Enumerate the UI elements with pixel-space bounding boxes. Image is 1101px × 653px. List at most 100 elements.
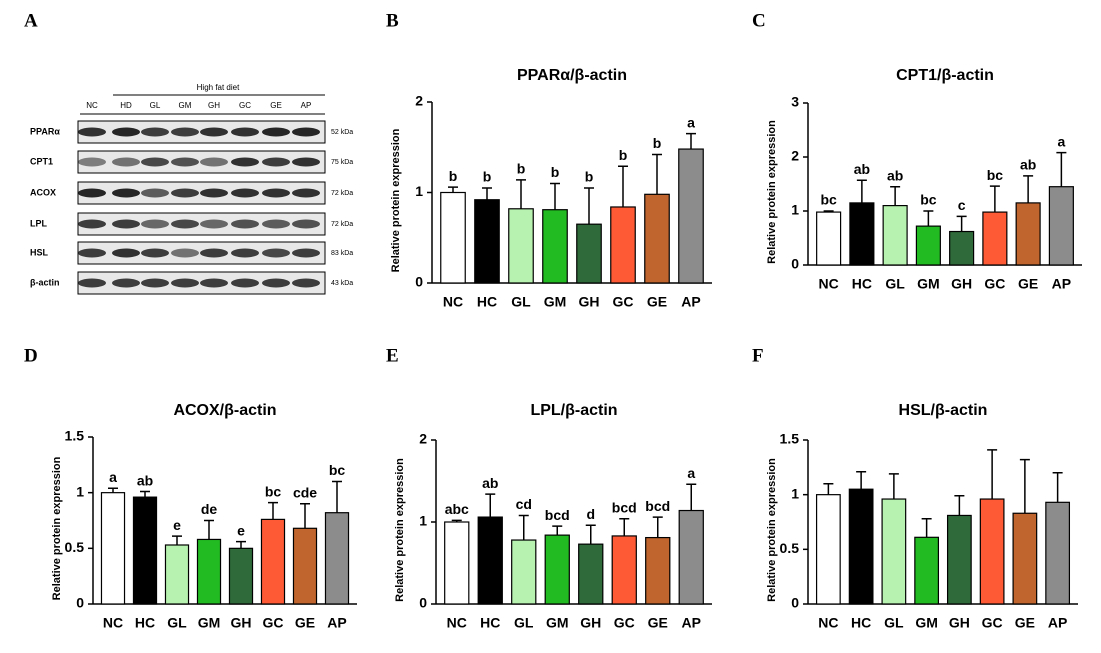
y-tick-label: 0 [791, 256, 799, 272]
error-bar [236, 540, 246, 549]
x-tick-label: GH [949, 615, 970, 631]
band [231, 219, 259, 229]
error-bar [652, 516, 663, 538]
chart-title: CPT1/β-actin [896, 67, 994, 84]
significance-letter: bc [265, 483, 282, 499]
error-bar [1052, 472, 1063, 503]
bar [849, 202, 875, 266]
size-label: 83 kDa [331, 250, 353, 257]
bar [100, 492, 126, 605]
panel-label: C [752, 10, 766, 31]
significance-letter: a [109, 469, 117, 485]
error-bar [550, 182, 560, 210]
error-bar [518, 514, 529, 541]
chart-title: ACOX/β-actin [173, 402, 276, 419]
band [231, 188, 259, 198]
protein-label: CPT1 [30, 156, 53, 166]
x-tick-label: GL [167, 615, 187, 631]
x-tick-label: HC [477, 294, 497, 310]
size-label: 75 kDa [331, 159, 353, 166]
bar [1045, 501, 1071, 605]
error-bar [204, 519, 214, 540]
y-tick-label: 1 [791, 485, 799, 501]
bar [164, 544, 190, 605]
x-tick-label: GC [613, 294, 634, 310]
x-tick-label: GM [546, 615, 569, 631]
band [231, 157, 259, 167]
error-bar [618, 165, 628, 207]
bar [979, 498, 1005, 605]
y-tick-label: 2 [419, 431, 427, 447]
band [262, 188, 290, 198]
band [200, 188, 228, 198]
band [141, 188, 169, 198]
bar [132, 496, 158, 605]
significance-letter: b [619, 147, 628, 163]
x-tick-label: GL [885, 276, 905, 292]
bar [644, 193, 670, 284]
bar [576, 223, 602, 284]
y-tick-label: 1 [415, 183, 423, 199]
significance-letter: a [687, 465, 695, 481]
error-bar [823, 482, 834, 495]
band [141, 278, 169, 288]
significance-letter: d [586, 506, 595, 522]
y-tick-label: 1 [76, 483, 84, 499]
significance-letter: bc [987, 167, 1004, 183]
significance-letter: b [517, 161, 526, 177]
significance-letter: b [653, 135, 662, 151]
x-tick-label: AP [1048, 615, 1067, 631]
y-tick-label: 2 [791, 148, 799, 164]
y-tick-label: 1 [419, 513, 427, 529]
panel-label: A [24, 10, 38, 31]
bar [815, 494, 841, 605]
panel-label: F [752, 345, 764, 366]
significance-letter: bcd [612, 499, 637, 515]
error-bar [482, 187, 492, 200]
significance-letter: cde [293, 485, 317, 501]
significance-letter: ab [1020, 157, 1036, 173]
x-tick-label: GH [951, 276, 972, 292]
size-label: 43 kDa [331, 280, 353, 287]
bar [645, 536, 671, 605]
band [171, 127, 199, 137]
error-bar [332, 480, 342, 513]
x-tick-label: GL [514, 615, 534, 631]
error-bar [140, 490, 150, 498]
band [231, 127, 259, 137]
bar [982, 211, 1008, 266]
x-tick-label: GC [984, 276, 1005, 292]
error-bar [172, 535, 182, 545]
y-tick-label: 0 [419, 595, 427, 611]
x-tick-label: GE [647, 294, 667, 310]
x-tick-label: GL [884, 615, 904, 631]
bar [544, 534, 570, 605]
bar [882, 205, 908, 266]
bar [444, 521, 470, 605]
error-bar [1019, 458, 1030, 514]
chart-title: PPARα/β-actin [517, 67, 627, 84]
y-tick-label: 3 [791, 94, 799, 110]
significance-letter: bc [820, 192, 837, 208]
y-tick-label: 1.5 [780, 431, 800, 447]
x-tick-label: GE [648, 615, 668, 631]
band [292, 248, 320, 258]
x-tick-label: GC [263, 615, 284, 631]
size-label: 72 kDa [331, 190, 353, 197]
bar [474, 199, 500, 284]
bar [260, 518, 286, 605]
band [112, 278, 140, 288]
panel-label: E [386, 345, 399, 366]
lane-label: GL [150, 101, 161, 110]
bar [228, 547, 254, 605]
size-label: 52 kDa [331, 129, 353, 136]
x-tick-label: NC [818, 615, 838, 631]
band [112, 157, 140, 167]
x-tick-label: NC [443, 294, 463, 310]
significance-letter: de [201, 501, 218, 517]
x-tick-label: AP [1052, 276, 1071, 292]
protein-label: HSL [30, 247, 49, 257]
size-label: 72 kDa [331, 221, 353, 228]
bar [196, 538, 222, 605]
